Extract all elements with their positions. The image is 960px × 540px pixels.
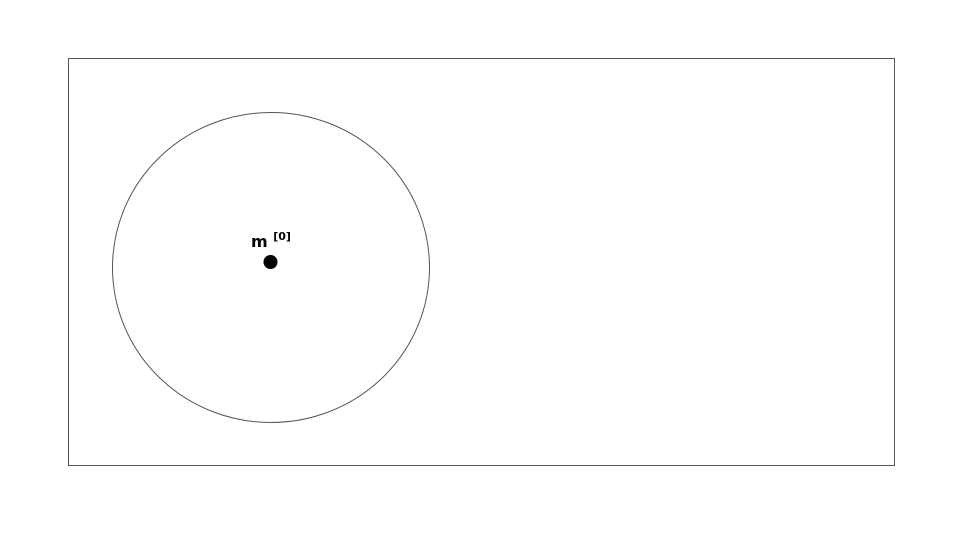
center-point-label-symbol: m bbox=[251, 232, 268, 251]
center-point bbox=[263, 255, 278, 269]
region-circle bbox=[112, 112, 430, 423]
center-point-label-superscript: [0] bbox=[273, 230, 291, 243]
diagram-frame bbox=[68, 58, 895, 466]
center-point-label: m [0] bbox=[251, 230, 291, 251]
